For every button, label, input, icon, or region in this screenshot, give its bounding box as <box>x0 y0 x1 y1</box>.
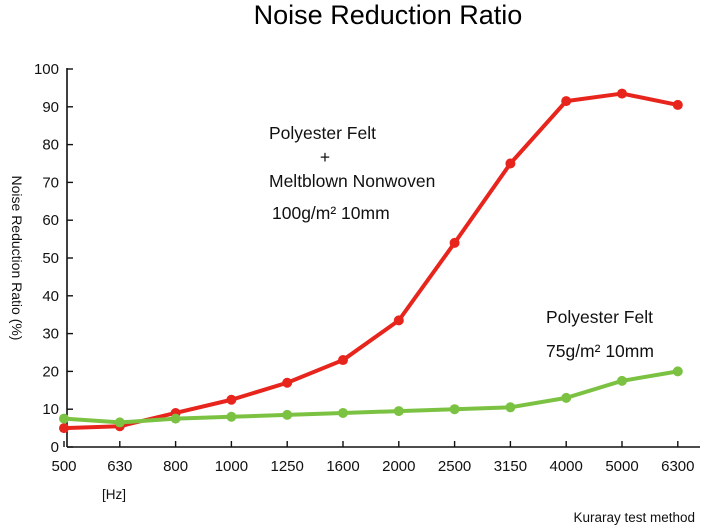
x-ticks: 500 630 800 1000 1250 1600 2000 2500 3150 4000 500… <box>51 441 694 475</box>
x-tick-label: 1000 <box>215 458 248 475</box>
data-point <box>114 417 125 428</box>
series-2 <box>59 366 683 428</box>
data-point <box>561 392 572 403</box>
x-tick-label: 2000 <box>382 458 415 475</box>
green-annotation-line-2: 75g/m² 10mm <box>546 341 654 361</box>
data-point <box>393 315 404 326</box>
data-point <box>338 355 348 366</box>
y-tick-label: 80 <box>42 137 59 154</box>
series-line <box>62 91 680 431</box>
y-tick-label: 0 <box>51 439 59 456</box>
data-point <box>282 377 293 388</box>
x-tick-label: 3150 <box>494 458 527 475</box>
y-ticks: 0 10 20 30 40 50 60 70 80 90 100 <box>34 61 73 456</box>
data-point <box>505 402 516 413</box>
y-tick-label: 20 <box>42 363 59 380</box>
data-point <box>226 394 237 405</box>
x-tick-label: 5000 <box>605 458 638 475</box>
y-tick-label: 70 <box>42 174 59 191</box>
data-point <box>449 404 460 415</box>
green-series-annotation: Polyester Felt 75g/m² 10mm <box>546 307 654 361</box>
y-tick-label: 50 <box>42 250 59 267</box>
red-annotation-plus: + <box>320 147 330 167</box>
method-note: Kuraray test method <box>573 510 695 525</box>
data-point <box>617 375 627 386</box>
y-tick-label: 60 <box>42 212 59 229</box>
x-tick-label: 500 <box>51 458 76 475</box>
x-tick-label: 1250 <box>271 458 304 475</box>
red-annotation-line-1: Polyester Felt <box>269 123 376 143</box>
data-point <box>226 411 237 422</box>
data-point <box>672 366 683 377</box>
series-line <box>62 369 680 425</box>
data-point <box>505 158 516 169</box>
data-point <box>393 406 404 417</box>
data-point <box>617 88 627 99</box>
data-point <box>672 99 683 110</box>
x-tick-label: 6300 <box>661 458 694 475</box>
x-tick-label: 2500 <box>438 458 471 475</box>
y-tick-label: 10 <box>42 401 59 418</box>
data-point <box>59 423 69 434</box>
data-point <box>59 413 69 424</box>
y-tick-label: 30 <box>42 326 59 343</box>
chart-title: Noise Reduction Ratio <box>254 0 523 30</box>
x-unit-label: [Hz] <box>102 487 126 502</box>
data-point <box>170 413 181 424</box>
x-tick-label: 800 <box>163 458 188 475</box>
data-point <box>282 409 293 420</box>
x-tick-label: 4000 <box>550 458 583 475</box>
x-tick-label: 630 <box>107 458 132 475</box>
red-series-annotation: Polyester Felt + Meltblown Nonwoven 100g… <box>269 123 435 223</box>
series-layer <box>59 88 683 434</box>
data-point <box>561 96 572 107</box>
y-tick-label: 100 <box>34 61 59 78</box>
green-annotation-line-1: Polyester Felt <box>546 307 653 327</box>
data-point <box>338 407 348 418</box>
red-annotation-line-3: 100g/m² 10mm <box>272 203 390 223</box>
y-tick-label: 90 <box>42 99 59 116</box>
y-tick-label: 40 <box>42 288 59 305</box>
red-annotation-line-2: Meltblown Nonwoven <box>269 171 435 191</box>
data-point <box>449 237 460 248</box>
y-axis-label: Noise Reduction Ratio (%) <box>9 176 25 341</box>
x-tick-label: 1600 <box>326 458 359 475</box>
